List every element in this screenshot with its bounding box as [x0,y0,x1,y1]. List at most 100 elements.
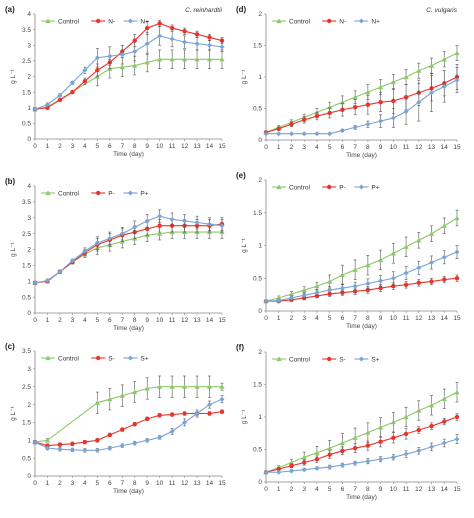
x-tick-label: 10 [156,317,164,324]
y-tick-label: 1 [258,243,262,250]
data-point [390,250,396,256]
data-point [352,283,358,289]
data-point [132,224,138,230]
x-tick-label: 2 [290,315,294,322]
data-point [327,291,332,297]
data-point [352,124,358,130]
legend-marker [45,355,51,361]
y-tick-label: 3.5 [22,27,31,34]
panel-label: (b) [5,177,16,186]
series-plus [263,434,460,475]
data-point [314,290,320,296]
data-point [327,452,332,457]
series-minus [32,217,225,286]
y-tick-label: 3.5 [22,199,31,206]
data-point [182,56,188,62]
data-point [378,439,383,444]
data-point [219,44,225,50]
data-point [57,442,63,447]
data-point [314,283,320,289]
y-tick-label: 3 [27,215,31,222]
data-point [340,290,345,295]
series-line [34,215,223,284]
y-tick-label: 1 [27,278,31,285]
y-tick-label: 0.5 [253,275,262,282]
data-point [194,411,200,416]
data-point [157,223,162,228]
data-point [352,94,358,100]
data-point [302,460,307,465]
legend-entry: N+ [371,18,380,25]
series-control [32,49,225,112]
data-point [107,432,113,438]
data-point [219,56,225,62]
data-point [219,396,225,402]
data-point [340,448,345,453]
series-line [34,223,223,284]
data-point [327,110,332,116]
data-point [441,396,447,401]
x-axis-label: Time (day) [113,325,144,332]
x-tick-label: 1 [46,317,50,324]
series-minus [263,413,460,475]
series-line [265,76,458,133]
x-tick-label: 5 [96,480,100,487]
series-plus [32,209,225,286]
series-control [32,225,225,285]
data-point [194,41,200,47]
panel-label: (e) [236,171,246,180]
x-tick-label: 6 [341,315,345,322]
data-point [301,454,307,460]
data-point [403,244,409,249]
series-control [263,382,460,475]
x-tick-label: 8 [366,144,370,151]
x-tick-label: 15 [218,317,226,324]
y-tick-label: 3 [27,366,31,373]
data-point [95,438,100,443]
legend-entry: P+ [371,184,379,191]
x-tick-label: 3 [302,315,306,322]
data-point [157,384,163,389]
series-line [265,52,458,133]
x-tick-label: 1 [46,480,50,487]
data-point [157,434,163,440]
data-point [182,411,187,416]
legend-entry: S- [339,356,346,363]
series-line [265,217,458,302]
data-point [206,56,213,62]
series-control [32,375,225,445]
x-tick-label: 4 [315,315,319,322]
x-tick-label: 13 [193,143,201,150]
data-point [390,115,396,121]
data-point [301,287,307,293]
chart-panel-b: 00.511.522.533.540 1 2 3 4 5 6 7 8 9 10 11 12 13 14 15T… [5,177,226,332]
data-point [454,414,460,420]
data-point [132,440,138,446]
y-tick-label: 2 [27,74,31,81]
y-tick-label: 0.5 [253,447,262,454]
data-point [339,99,345,105]
x-tick-label: 5 [328,144,332,151]
y-axis-label: g L⁻¹ [241,409,248,424]
data-point [144,41,150,47]
data-point [107,396,113,402]
data-point [219,223,225,229]
x-tick-label: 3 [71,480,75,487]
series-line [265,416,458,473]
data-point [339,128,345,134]
data-point [416,265,422,271]
legend-entry: P- [108,190,115,197]
data-point [144,385,150,391]
data-point [132,38,137,43]
x-tick-label: 9 [379,486,383,493]
data-point [107,53,113,59]
y-axis-label: g L⁻¹ [241,69,248,84]
data-point [288,131,294,137]
y-tick-label: 2.5 [22,231,31,238]
data-point [70,441,75,447]
x-tick-label: 15 [453,315,461,322]
species-label: C. vulgaris [426,7,457,14]
data-point [403,109,409,115]
data-point [365,121,371,127]
data-point [429,279,434,284]
